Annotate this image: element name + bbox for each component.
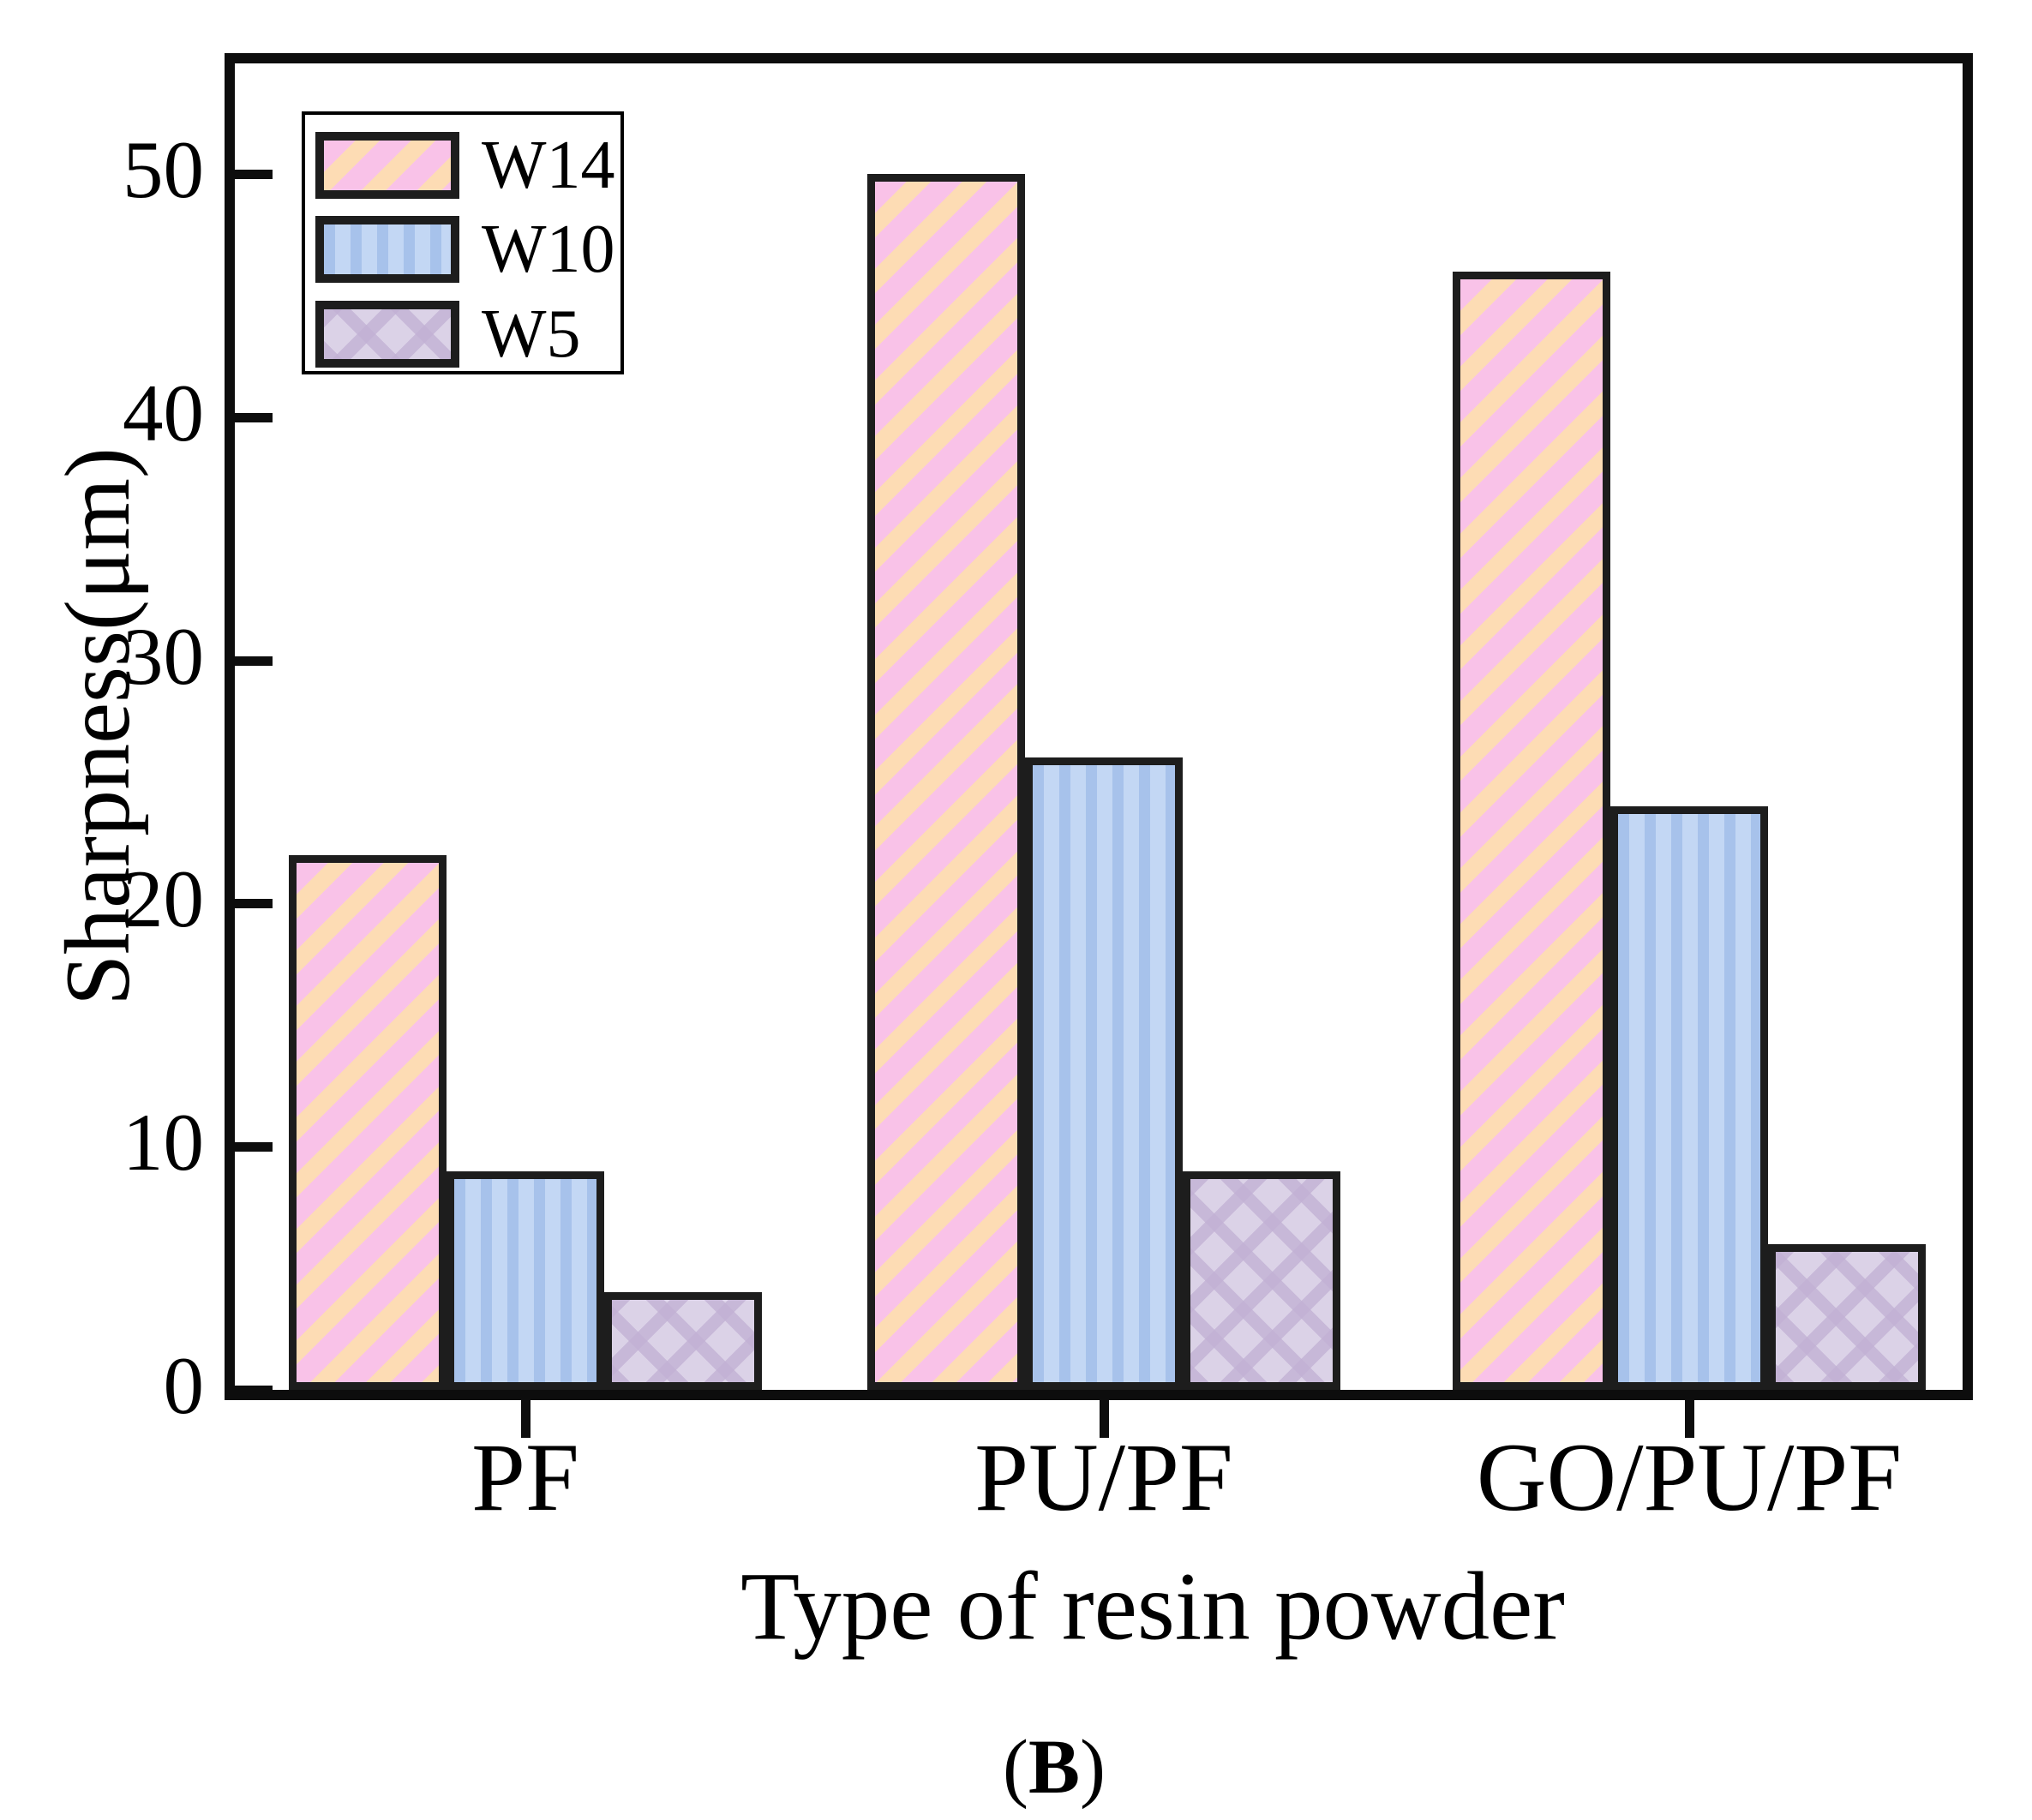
y-tick-label-40: 40 [123,368,204,458]
y-axis-tick-40 [235,413,273,422]
x-axis-tick-GO-PU-PF [1685,1400,1694,1438]
legend-label-W5: W5 [482,296,581,372]
legend-swatch-W10 [315,216,459,283]
x-axis-title: Type of resin powder [740,1553,1565,1661]
plot-area [225,53,1973,1438]
legend-swatch-W14 [315,132,459,199]
x-tick-label-GO-PU-PF: GO/PU/PF [1476,1424,1903,1531]
bar-PF-W14 [289,855,447,1390]
figure-caption: (B) [1003,1729,1106,1806]
y-axis-tick-30 [235,656,273,666]
y-tick-label-0: 0 [163,1340,205,1431]
legend-item-W14: W14 [315,128,615,203]
caption-close-paren: ) [1080,1725,1106,1810]
y-tick-label-30: 30 [123,611,204,702]
y-axis-tick-10 [235,1142,273,1152]
bar-PU-PF-W10 [1025,757,1183,1390]
legend-label-W14: W14 [482,128,615,203]
legend: W14 W10 W5 [302,111,624,374]
bar-PF-W5 [604,1292,762,1390]
y-axis-tick-0 [235,1386,273,1395]
bar-PF-W10 [447,1171,604,1390]
bar-PU-PF-W14 [867,174,1025,1390]
x-tick-label-PU-PF: PU/PF [974,1424,1233,1531]
legend-swatch-W5 [315,301,459,368]
y-axis-tick-50 [235,170,273,179]
plot-inner [235,63,1963,1438]
x-axis-tick-PU-PF [1100,1400,1109,1438]
x-tick-label-PF: PF [471,1424,579,1531]
legend-label-W10: W10 [482,212,615,287]
legend-item-W10: W10 [315,212,615,287]
bar-GO-PU-PF-W10 [1610,806,1768,1390]
bar-GO-PU-PF-W5 [1768,1244,1926,1390]
y-axis-tick-20 [235,899,273,908]
bar-PU-PF-W5 [1183,1171,1340,1390]
caption-letter: B [1028,1725,1081,1810]
y-tick-label-20: 20 [123,853,204,944]
x-axis-tick-PF [521,1400,530,1438]
bar-GO-PU-PF-W14 [1453,272,1610,1390]
caption-open-paren: ( [1003,1725,1028,1810]
y-tick-label-50: 50 [123,124,204,215]
legend-item-W5: W5 [315,296,581,372]
y-tick-label-10: 10 [123,1097,204,1188]
